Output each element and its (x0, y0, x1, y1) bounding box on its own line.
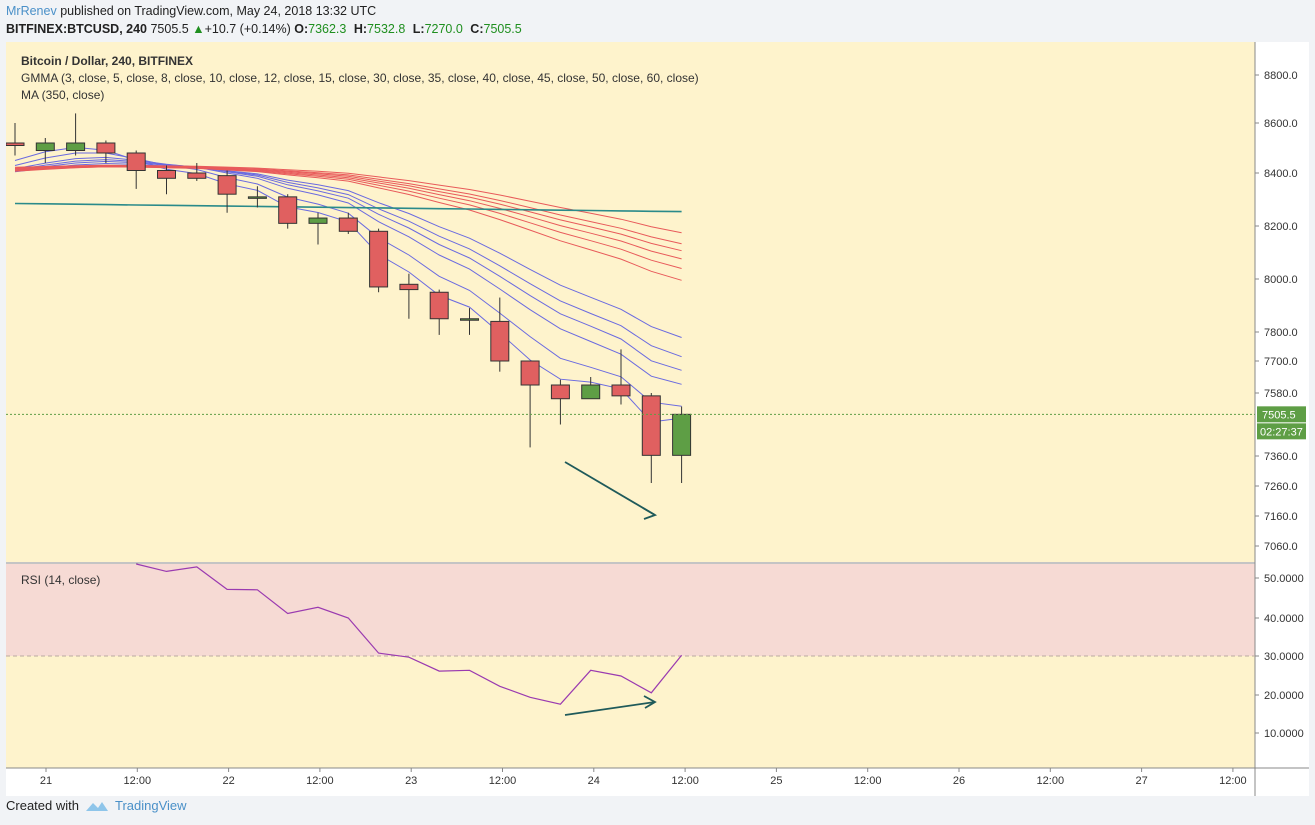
created-with-text: Created with (6, 798, 79, 813)
last-price-tag (1257, 406, 1306, 423)
annotation-arrows (564, 461, 658, 716)
low-label: L: (412, 22, 425, 36)
time-axis-label: 12:00 (306, 775, 334, 787)
footer: Created with TradingView (6, 798, 187, 813)
candle[interactable] (35, 138, 55, 163)
price-axis-label: 7260.0 (1264, 481, 1298, 493)
candle[interactable] (187, 163, 207, 181)
price-axis-label: 7360.0 (1264, 451, 1298, 463)
rsi-axis-label: 20.0000 (1264, 690, 1304, 702)
candle[interactable] (96, 140, 116, 164)
symbol-label: BITFINEX:BTCUSD, 240 (6, 22, 147, 36)
time-axis-label: 12:00 (1219, 775, 1247, 787)
time-axis-label: 12:00 (1037, 775, 1065, 787)
rsi-legend[interactable]: RSI (14, close) (21, 573, 101, 587)
candle[interactable] (5, 123, 25, 156)
time-axis-label: 27 (1135, 775, 1147, 787)
time-axis-label: 24 (588, 775, 600, 787)
price-axis-label: 7580.0 (1264, 388, 1298, 400)
countdown-tag (1257, 423, 1306, 440)
rsi-axis-label: 40.0000 (1264, 613, 1304, 625)
price-axis-label: 7800.0 (1264, 327, 1298, 339)
gmma-long-line (14, 164, 682, 234)
gmma-short-line (14, 160, 682, 358)
gmma-legend[interactable]: GMMA (3, close, 5, close, 8, close, 10, … (21, 71, 699, 85)
candle[interactable] (672, 406, 692, 483)
candle[interactable] (338, 212, 358, 234)
gmma-short-line (14, 156, 682, 385)
author-link[interactable]: MrRenev (6, 4, 57, 18)
price-axis-label: 7700.0 (1264, 356, 1298, 368)
candle[interactable] (641, 393, 661, 483)
candle[interactable] (490, 297, 510, 372)
high-value: 7532.8 (367, 22, 406, 36)
candle[interactable] (520, 360, 540, 448)
price-axis-label: 8600.0 (1264, 118, 1298, 130)
gmma-short-line (14, 162, 682, 338)
rsi-axis-label: 10.0000 (1264, 728, 1304, 740)
gmma-short-line (14, 159, 682, 371)
candle[interactable] (581, 377, 601, 400)
rsi-line (136, 563, 683, 705)
triangle-up-icon: ▲ (192, 22, 205, 36)
rsi-zone (6, 564, 1255, 656)
high-label: H: (353, 22, 368, 36)
current-price: 7505.5 (150, 22, 189, 36)
chart-area[interactable]: 8800.0 8600.0 8400.0 8200.0 8000.0 7800.0 7700… (5, 42, 1309, 796)
close-value: 7505.5 (483, 22, 522, 36)
time-axis-label: 12:00 (854, 775, 882, 787)
rsi-axis-label: 50.0000 (1264, 573, 1304, 585)
candle[interactable] (217, 170, 237, 213)
close-label: C: (470, 22, 484, 36)
price-axis-label: 8200.0 (1264, 221, 1298, 233)
time-axis-label: 12:00 (489, 775, 517, 787)
candle[interactable] (157, 165, 176, 195)
published-text: published on TradingView.com, May 24, 20… (60, 4, 377, 18)
price-change: +10.7 (+0.14%) (204, 22, 291, 36)
time-axis-label: 12:00 (671, 775, 699, 787)
candle[interactable] (611, 349, 631, 405)
chart-title: Bitcoin / Dollar, 240, BITFINEX (21, 54, 194, 68)
candle[interactable] (308, 212, 328, 245)
time-axis-label: 12:00 (124, 775, 152, 787)
countdown-label: 02:27:37 (1260, 426, 1303, 438)
candle[interactable] (429, 289, 449, 335)
candle[interactable] (460, 308, 479, 335)
rsi-axis-label: 30.0000 (1264, 651, 1304, 663)
publish-info: MrRenev published on TradingView.com, Ma… (6, 4, 376, 18)
tradingview-logo-icon (85, 801, 108, 811)
arrow-down-price (564, 461, 656, 516)
ma-350-line (14, 202, 682, 213)
last-price-tag-label: 7505.5 (1262, 409, 1296, 421)
candle[interactable] (247, 186, 267, 208)
low-value: 7270.0 (424, 22, 463, 36)
arrow-up-rsi (564, 701, 656, 716)
price-axis-label: 7060.0 (1264, 541, 1298, 553)
candle[interactable] (369, 228, 389, 293)
candle[interactable] (550, 379, 570, 425)
price-axis-label: 8800.0 (1264, 70, 1298, 82)
candle[interactable] (399, 273, 419, 319)
time-axis-label: 25 (770, 775, 782, 787)
ma-legend[interactable]: MA (350, close) (21, 88, 105, 102)
price-chart-svg[interactable]: 8800.0 8600.0 8400.0 8200.0 8000.0 7800.0 7700… (5, 42, 1309, 796)
time-axis-label: 26 (953, 775, 965, 787)
price-axis-label: 8400.0 (1264, 168, 1298, 180)
open-value: 7362.3 (308, 22, 347, 36)
time-axis-label: 23 (405, 775, 417, 787)
time-axis-label: 21 (40, 775, 52, 787)
price-pane[interactable] (6, 42, 1255, 562)
candle[interactable] (126, 150, 146, 189)
time-axis-label: 22 (222, 775, 234, 787)
candle[interactable] (278, 194, 298, 229)
tradingview-link[interactable]: TradingView (114, 798, 187, 813)
price-axis-label: 7160.0 (1264, 511, 1298, 523)
open-label: O: (294, 22, 309, 36)
candle[interactable] (66, 113, 86, 156)
price-axis-label: 8000.0 (1264, 274, 1298, 286)
symbol-info: BITFINEX:BTCUSD, 240 7505.5 ▲+10.7 (+0.1… (6, 22, 526, 36)
